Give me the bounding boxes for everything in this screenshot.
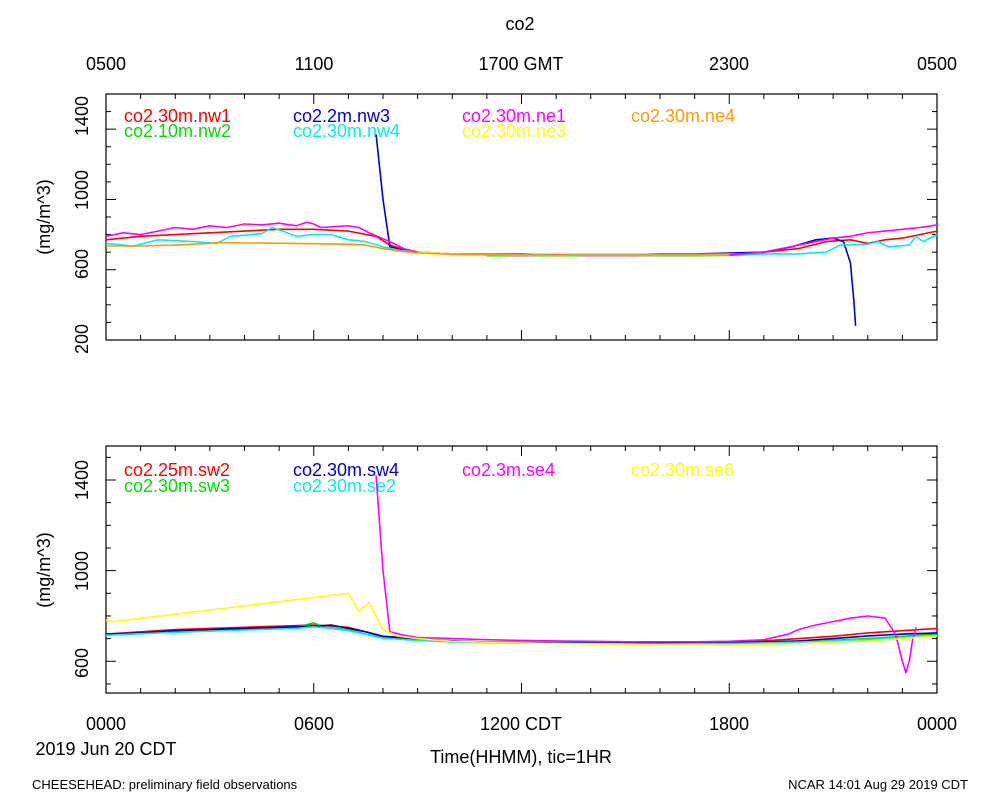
bottom-panel-ticks <box>105 446 938 693</box>
top-axis-labels: 0500 1100 1700 GMT 2300 0500 <box>86 54 957 74</box>
legend-entry: co2.3m.se4 <box>462 460 555 480</box>
legend-entry: co2.30m.sw3 <box>124 476 230 496</box>
y-tick-label: 1000 <box>72 170 92 210</box>
series-line-co2.30m.ne1 <box>105 221 938 257</box>
legend-entry: co2.30m.se6 <box>631 460 734 480</box>
y-tick-label: 1000 <box>72 551 92 591</box>
top-legend: co2.30m.nw1 co2.2m.nw3 co2.30m.ne1 co2.3… <box>124 106 735 141</box>
bottom-panel-series <box>105 475 938 674</box>
date-label: 2019 Jun 20 CDT <box>35 739 176 759</box>
y-tick-label: 200 <box>72 324 92 354</box>
top-tick-label: 2300 <box>709 54 749 74</box>
bottom-tick-label: 0600 <box>294 714 334 734</box>
series-line-co2.30m.ne4 <box>106 241 730 256</box>
legend-entry: co2.25m.sw2 <box>124 460 230 480</box>
legend-entry: co2.30m.ne4 <box>631 106 735 126</box>
y-tick-label: 1400 <box>72 460 92 500</box>
footer-left: CHEESEHEAD: preliminary field observatio… <box>32 777 298 792</box>
top-panel-ticks <box>105 93 938 341</box>
y-tick-label: 1400 <box>72 96 92 136</box>
legend-entry: co2.30m.se2 <box>293 476 396 496</box>
top-y-axis-label: (mg/m^3) <box>34 179 54 254</box>
chart-title: co2 <box>505 14 534 34</box>
series-line-co2.30m.nw4 <box>105 226 938 256</box>
series-line-co2.2m.nw3 <box>375 134 857 326</box>
bottom-tick-label: 1800 <box>709 714 749 734</box>
bottom-legend: co2.25m.sw2 co2.30m.sw4 co2.3m.se4 co2.3… <box>124 460 734 496</box>
legend-entry: co2.30m.nw1 <box>124 106 231 126</box>
y-tick-label: 600 <box>72 648 92 678</box>
legend-entry: co2.10m.nw2 <box>124 121 231 141</box>
series-line-co2.30m.se2 <box>105 625 938 645</box>
y-tick-label: 600 <box>72 249 92 279</box>
top-tick-label: 0500 <box>917 54 957 74</box>
bottom-tick-label: 0000 <box>917 714 957 734</box>
legend-entry: co2.30m.ne1 <box>462 106 566 126</box>
bottom-tick-label: 0000 <box>86 714 126 734</box>
bottom-y-tick-labels: 600 1000 1400 <box>72 460 92 678</box>
legend-entry: co2.30m.ne3 <box>462 121 566 141</box>
x-axis-label: Time(HHMM), tic=1HR <box>430 747 612 767</box>
top-y-tick-labels: 200 600 1000 1400 <box>72 96 92 354</box>
series-line-co2.30m.se6 <box>105 592 938 646</box>
bottom-axis-labels: 0000 0600 1200 CDT 1800 0000 <box>86 714 957 734</box>
series-line-co2.3m.se4 <box>375 475 917 674</box>
legend-entry: co2.30m.nw4 <box>293 121 400 141</box>
bottom-tick-label: 1200 CDT <box>480 714 562 734</box>
top-tick-label: 1700 GMT <box>478 54 563 74</box>
top-panel-series <box>105 134 938 326</box>
bottom-y-axis-label: (mg/m^3) <box>34 532 54 607</box>
top-tick-label: 0500 <box>86 54 126 74</box>
legend-entry: co2.2m.nw3 <box>293 106 390 126</box>
top-tick-label: 1100 <box>295 54 334 74</box>
footer-right: NCAR 14:01 Aug 29 2019 CDT <box>788 777 968 792</box>
legend-entry: co2.30m.sw4 <box>293 460 399 480</box>
bottom-panel-frame <box>105 445 938 694</box>
